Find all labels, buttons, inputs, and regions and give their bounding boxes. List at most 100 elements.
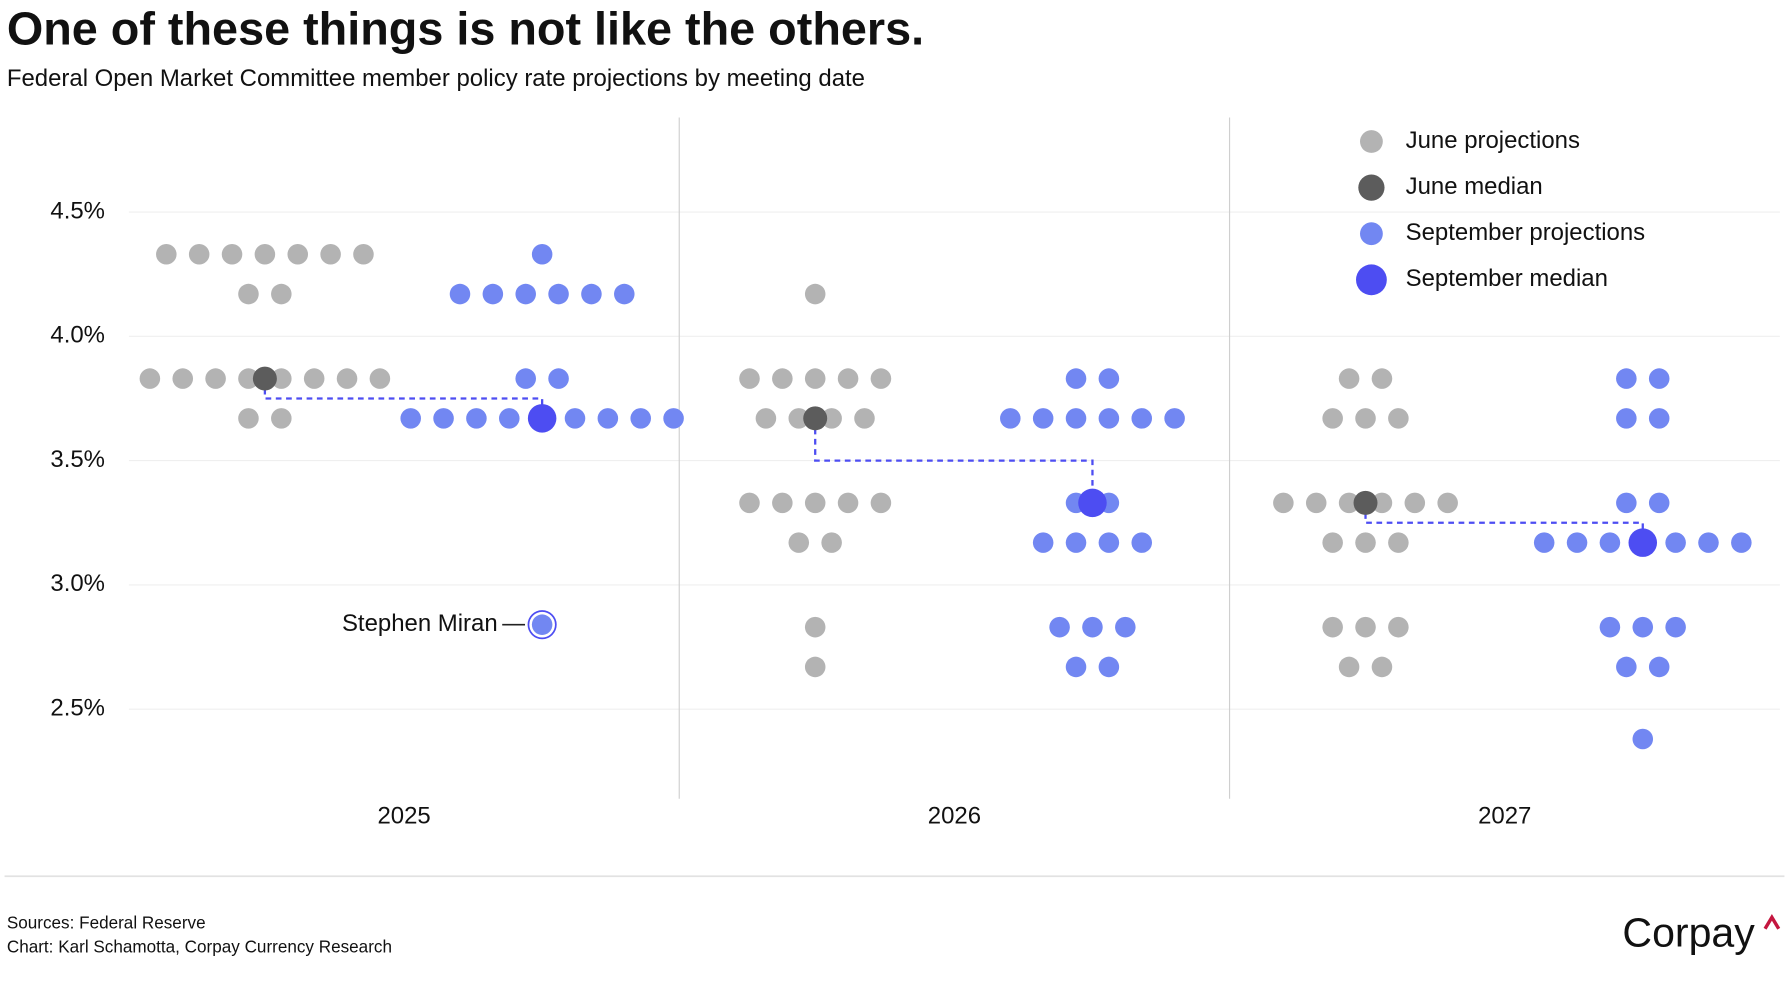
y-tick-label: 4.5% — [50, 197, 105, 224]
projection-dot — [1437, 492, 1458, 514]
projection-dot — [1065, 408, 1087, 429]
sources: Sources: Federal Reserve — [7, 914, 206, 933]
projection-dot — [1355, 616, 1376, 638]
projection-dot — [739, 368, 760, 389]
projection-dot — [1098, 532, 1120, 553]
projection-dot — [1616, 492, 1637, 514]
y-tick-label: 3.5% — [50, 446, 105, 473]
projection-dot — [1131, 532, 1153, 553]
projection-dot — [564, 408, 586, 429]
legend-label: September median — [1406, 265, 1608, 292]
projection-dot — [1404, 492, 1426, 514]
y-tick-label: 2.5% — [50, 695, 105, 722]
projection-dot — [804, 656, 826, 678]
projection-dot — [1065, 368, 1087, 389]
projection-dot — [1338, 656, 1360, 678]
projection-dot — [1371, 368, 1393, 389]
projection-dot — [1355, 532, 1376, 553]
projection-dot — [1665, 616, 1686, 638]
projection-dot — [1065, 532, 1087, 553]
logo: Corpay — [1622, 909, 1755, 955]
projection-dot — [336, 368, 358, 389]
x-tick-label: 2025 — [377, 802, 430, 829]
median-connector — [1364, 502, 1644, 543]
projection-dot — [804, 492, 826, 514]
projection-dot — [1632, 728, 1654, 750]
chart-subtitle: Federal Open Market Committee member pol… — [7, 65, 865, 92]
projection-dot — [369, 368, 391, 389]
projection-dot — [1065, 656, 1087, 678]
projection-dot — [1616, 656, 1637, 678]
median-dot — [803, 406, 828, 431]
projection-dot — [788, 408, 810, 429]
median-dot — [1353, 490, 1378, 515]
projection-dot — [1371, 656, 1393, 678]
legend-marker — [1360, 222, 1383, 246]
projection-dot — [1305, 492, 1327, 514]
projection-dot — [837, 492, 859, 514]
projection-dot — [238, 283, 259, 305]
annotation-ring — [527, 610, 557, 640]
y-tick-label: 4.0% — [50, 322, 105, 349]
chart-title: One of these things is not like the othe… — [7, 2, 924, 54]
x-tick-label: 2026 — [928, 802, 981, 829]
projection-dot — [205, 368, 226, 389]
legend-label: June median — [1406, 173, 1543, 200]
projection-dot — [1338, 368, 1360, 389]
x-tick-label: 2027 — [1478, 802, 1531, 829]
projection-dot — [188, 244, 210, 265]
projection-dot — [1322, 408, 1343, 429]
projection-dot — [353, 244, 374, 265]
projection-dot — [433, 408, 454, 429]
projection-dot — [1648, 656, 1670, 678]
projection-dot — [630, 408, 651, 429]
projection-dot — [772, 368, 793, 389]
projection-dot — [1098, 408, 1120, 429]
projection-dot — [1698, 532, 1719, 553]
projection-dot — [1098, 368, 1120, 389]
projection-dot — [1131, 408, 1153, 429]
projection-dot — [1082, 616, 1103, 638]
projection-dot — [1388, 532, 1409, 553]
projection-dot — [821, 408, 842, 429]
projection-dot — [1616, 368, 1637, 389]
projection-dot — [1164, 408, 1185, 429]
median-dot — [527, 404, 557, 433]
legend-marker — [1360, 130, 1383, 153]
projection-dot — [1533, 532, 1555, 553]
projection-dot — [581, 283, 602, 305]
projection-dot — [531, 244, 553, 265]
projection-dot — [271, 408, 292, 429]
projection-dot — [515, 368, 536, 389]
projection-dot — [548, 283, 569, 305]
projection-dot — [614, 283, 635, 305]
projection-dot — [1032, 532, 1054, 553]
projection-dot — [482, 283, 504, 305]
projection-dot — [1049, 616, 1070, 638]
projection-dot — [287, 244, 309, 265]
projection-dot — [1273, 492, 1294, 514]
projection-dot — [804, 616, 826, 638]
projection-dot — [854, 408, 875, 429]
projection-dot — [238, 368, 259, 389]
projection-dot — [1322, 616, 1343, 638]
legend-marker — [1356, 264, 1387, 296]
median-connector — [814, 418, 1094, 503]
projection-dot — [1616, 408, 1637, 429]
projection-dot — [156, 244, 177, 265]
projection-dot — [320, 244, 341, 265]
projection-dot — [1388, 408, 1409, 429]
legend-label: June projections — [1406, 127, 1580, 154]
projection-dot — [597, 408, 619, 429]
projection-dot — [821, 532, 842, 553]
annotation-label: Stephen Miran — [342, 610, 498, 637]
logo-caret — [1763, 914, 1781, 930]
y-tick-label: 3.0% — [50, 570, 105, 597]
projection-dot — [1032, 408, 1054, 429]
projection-dot — [755, 408, 777, 429]
projection-dot — [870, 492, 892, 514]
projection-dot — [804, 283, 826, 305]
projection-dot — [1648, 368, 1670, 389]
projection-dot — [804, 368, 826, 389]
